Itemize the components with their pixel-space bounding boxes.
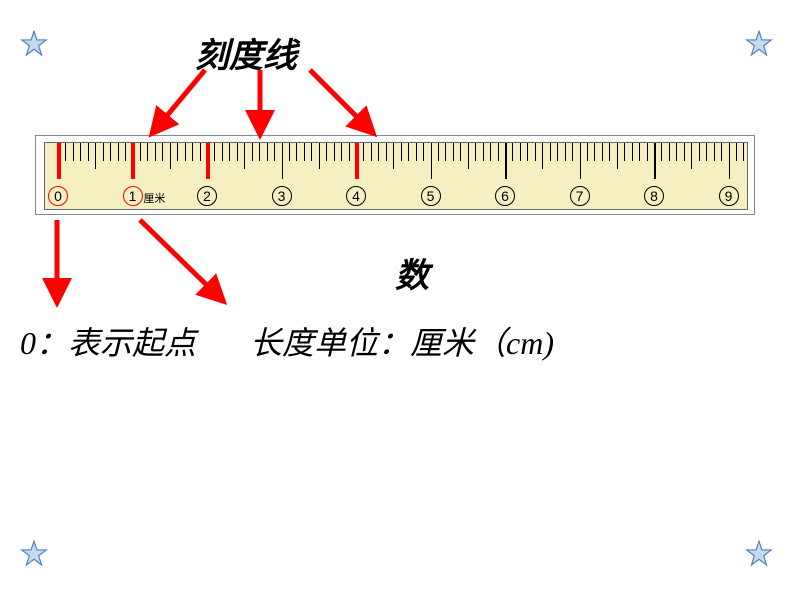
arrow xyxy=(155,70,205,130)
arrow xyxy=(310,70,370,130)
arrows xyxy=(0,0,794,596)
arrow xyxy=(140,220,220,298)
